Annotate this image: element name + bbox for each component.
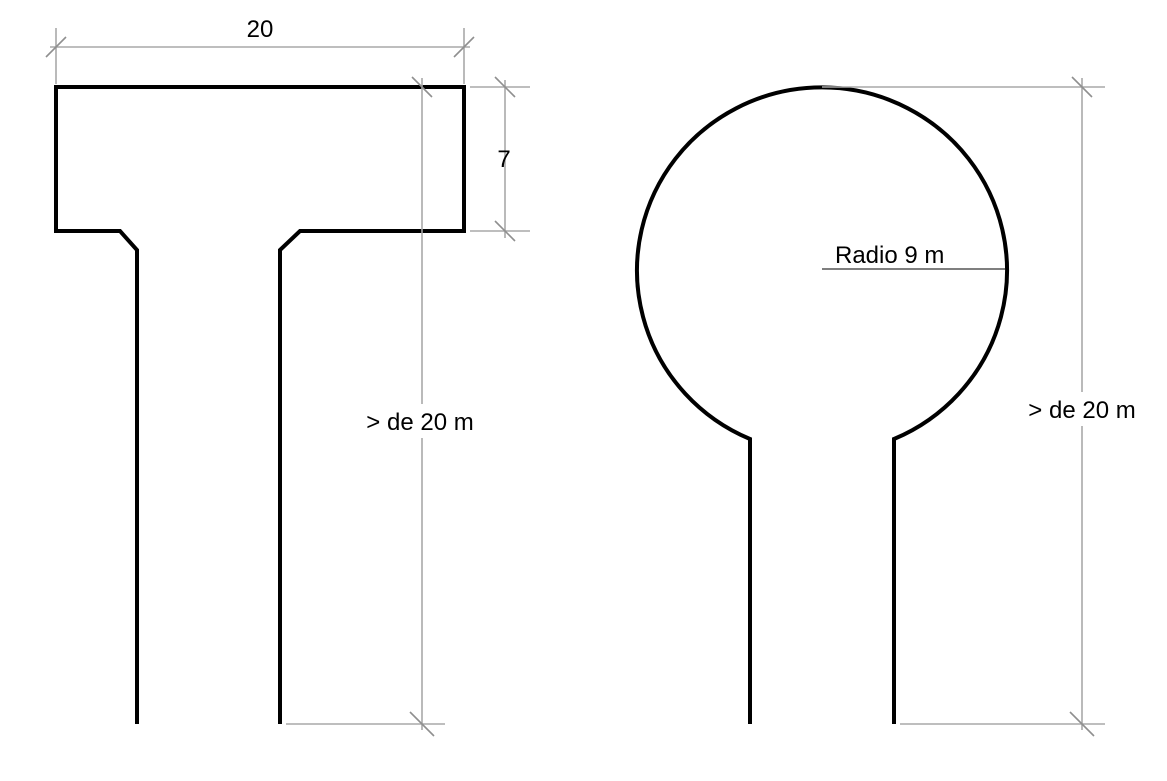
round-total-height-label: > de 20 m [1028,397,1135,424]
t-width-dimension: 20 [45,16,475,84]
radius-label: Radio 9 m [835,242,944,269]
t-total-height-dimension: > de 20 m [286,76,492,737]
round-shape-structure [635,85,1009,724]
t-top-height-dimension: 7 [470,76,530,242]
t-shape-structure [54,85,466,724]
t-top-height-label: 7 [497,146,510,173]
round-radius-dimension: Radio 9 m [822,242,1005,270]
t-shape-outline [54,85,466,724]
round-shape-outline [635,85,1009,724]
t-total-height-label: > de 20 m [366,409,473,436]
t-width-label: 20 [247,16,274,43]
round-total-height-dimension: > de 20 m [822,76,1154,737]
